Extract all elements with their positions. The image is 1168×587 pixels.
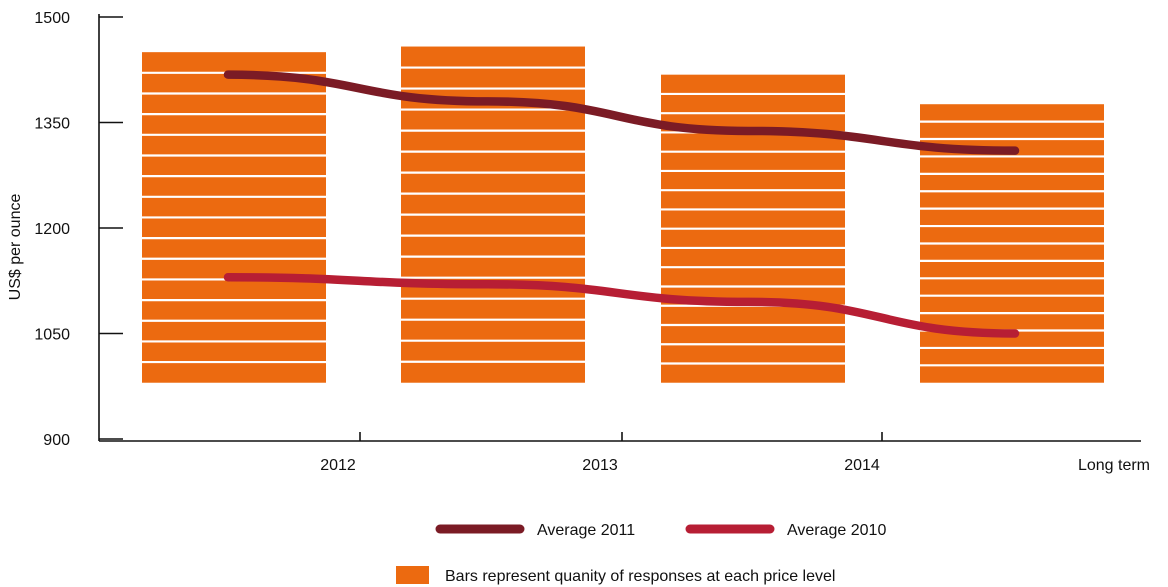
legend-item: Average 2010 [685, 522, 886, 539]
y-tick-label: 1200 [34, 221, 70, 238]
legend-bar-label: Bars represent quanity of responses at e… [445, 568, 835, 585]
legend: Average 2011 Average 2010 Bars represent q… [396, 522, 886, 585]
legend-bar-swatch [396, 566, 429, 584]
lines-layer [223, 70, 1020, 338]
y-ticks: 900 1050 1200 1350 1500 [34, 10, 123, 449]
x-tick-label: 2013 [582, 457, 618, 474]
y-tick-label: 900 [43, 432, 70, 449]
legend-item: Average 2011 [435, 522, 635, 539]
y-axis-title: US$ per ounce [7, 194, 24, 301]
y-tick-label: 1500 [34, 10, 70, 27]
legend-item-bars: Bars represent quanity of responses at e… [396, 566, 835, 585]
x-tick-label: 2014 [844, 457, 880, 474]
series-line-average-2011 [223, 70, 1020, 155]
legend-label: Average 2011 [537, 522, 635, 539]
series-line-average-2010 [223, 272, 1020, 338]
x-tick-label: 2012 [320, 457, 356, 474]
bar-2014 [661, 74, 845, 383]
legend-label: Average 2010 [787, 522, 886, 539]
y-tick-label: 1350 [34, 116, 70, 133]
y-tick-label: 1050 [34, 327, 70, 344]
x-tick-label: Long term [1078, 457, 1150, 474]
x-ticks: 2012 2013 2014 Long term [320, 432, 1150, 474]
bar-2012 [142, 52, 326, 383]
